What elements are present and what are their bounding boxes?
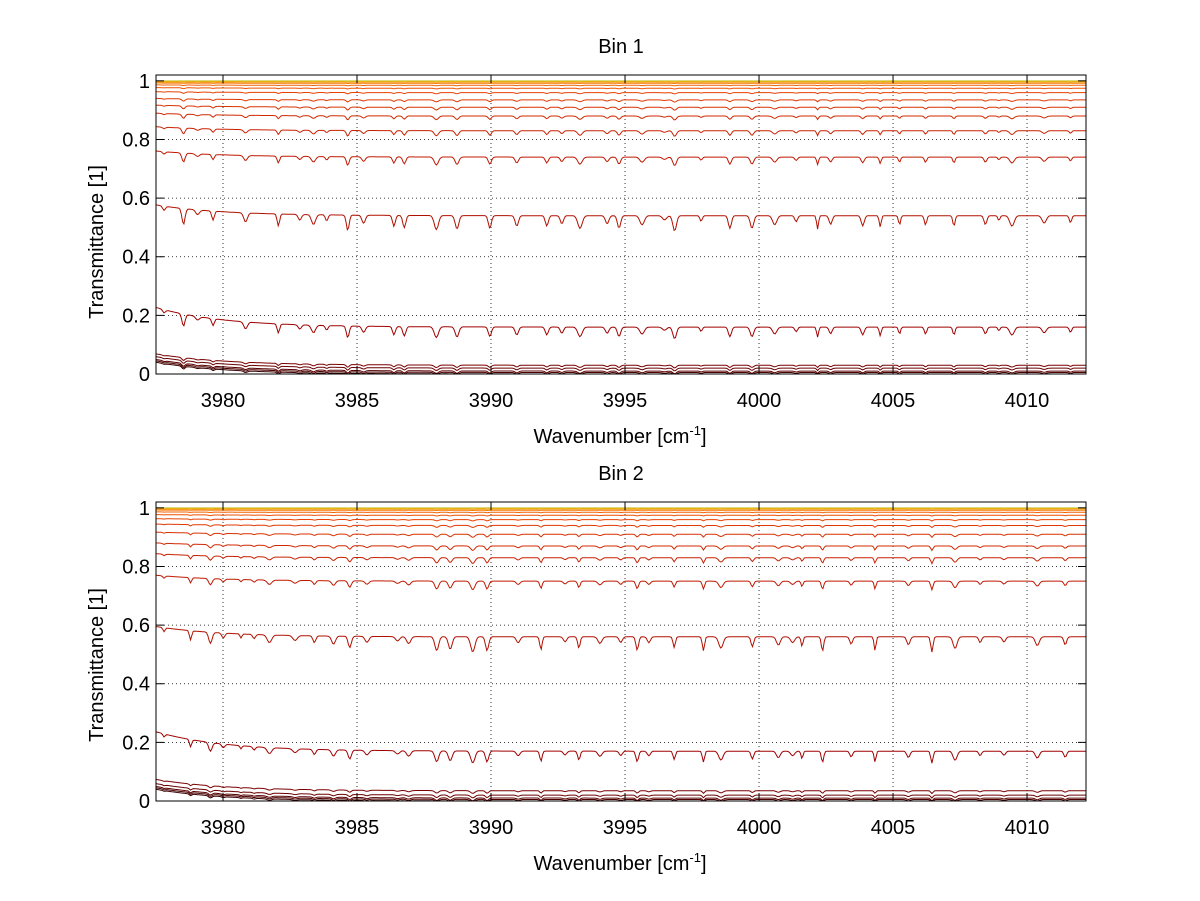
- y-tick-label: 0.2: [122, 305, 150, 327]
- y-tick-label: 0: [139, 791, 150, 813]
- x-tick-label: 3980: [201, 390, 246, 412]
- series-line: [156, 84, 1086, 87]
- x-tick-label: 3995: [603, 390, 648, 412]
- series-line: [156, 518, 1086, 522]
- chart-title: Bin 1: [598, 36, 644, 58]
- y-tick-label: 0.6: [122, 188, 150, 210]
- x-tick-label: 4005: [871, 817, 916, 839]
- y-axis-label: Transmittance [1]: [86, 588, 108, 742]
- series-line: [155, 783, 1086, 799]
- x-axis-label-superscript: -1: [689, 423, 701, 438]
- series-line: [155, 626, 1086, 653]
- series-line: [156, 514, 1086, 517]
- plot-area-frame: [155, 74, 1087, 375]
- tick-group: 3980 3985 3990 3995 4000 4005 4010 0 0.2 0.4 0.6 0.…: [122, 498, 1086, 839]
- x-axis-label: Wavenumber [cm-1]: [533, 850, 706, 875]
- y-tick-label: 0.4: [122, 674, 150, 696]
- chart-panel-bin-1: Bin 1 Transmittance [1] Wavenumber [cm-1…: [86, 36, 1087, 448]
- series-line: [155, 553, 1086, 565]
- series-line: [155, 523, 1086, 529]
- x-tick-label: 3990: [469, 817, 514, 839]
- x-tick-label: 3985: [335, 817, 380, 839]
- y-tick-label: 0: [139, 364, 150, 386]
- x-tick-label: 4000: [737, 390, 782, 412]
- series-line: [155, 204, 1086, 232]
- series-group: [155, 507, 1086, 802]
- x-tick-label: 3990: [469, 390, 514, 412]
- series-line: [155, 356, 1086, 372]
- y-axis-label: Transmittance [1]: [86, 165, 108, 319]
- series-line: [155, 531, 1086, 539]
- x-axis-label-main: Wavenumber [cm: [533, 426, 689, 448]
- x-tick-label: 4010: [1005, 390, 1050, 412]
- x-tick-label: 4010: [1005, 817, 1050, 839]
- x-axis-label: Wavenumber [cm-1]: [533, 423, 706, 448]
- series-line: [156, 91, 1086, 95]
- tick-group: 3980 3985 3990 3995 4000 4005 4010 0 0.2 0.4 0.6 0.…: [122, 71, 1086, 412]
- series-line: [156, 511, 1086, 514]
- series-line: [155, 104, 1086, 111]
- series-line: [156, 87, 1086, 90]
- y-tick-label: 0.2: [122, 732, 150, 754]
- x-tick-label: 4005: [871, 390, 916, 412]
- x-axis-label-main: Wavenumber [cm: [533, 853, 689, 875]
- series-line: [155, 112, 1086, 121]
- plot-area-frame: [155, 501, 1087, 802]
- series-line: [155, 574, 1086, 592]
- series-line: [155, 542, 1086, 552]
- x-axis-label-end: ]: [701, 426, 707, 448]
- y-tick-label: 0.6: [122, 615, 150, 637]
- grid: [156, 75, 1086, 375]
- series-line: [155, 126, 1086, 137]
- x-tick-label: 3980: [201, 817, 246, 839]
- series-line: [155, 150, 1086, 167]
- y-tick-label: 1: [139, 498, 150, 520]
- x-axis-label-end: ]: [701, 853, 707, 875]
- series-group: [155, 80, 1086, 375]
- y-tick-label: 0.4: [122, 247, 150, 269]
- y-tick-label: 1: [139, 71, 150, 93]
- x-tick-label: 3985: [335, 390, 380, 412]
- x-axis-label-superscript: -1: [689, 850, 701, 865]
- series-line: [155, 359, 1086, 375]
- chart-panel-bin-2: Bin 2 Transmittance [1] Wavenumber [cm-1…: [86, 463, 1087, 875]
- x-tick-label: 4000: [737, 817, 782, 839]
- series-line: [155, 731, 1086, 764]
- series-line: [156, 509, 1086, 512]
- series-line: [155, 786, 1086, 802]
- y-tick-label: 0.8: [122, 129, 150, 151]
- series-line: [155, 778, 1086, 795]
- series-line: [155, 353, 1086, 369]
- chart-title: Bin 2: [598, 463, 644, 485]
- x-tick-label: 3995: [603, 817, 648, 839]
- series-line: [156, 97, 1086, 103]
- series-line: [155, 306, 1086, 339]
- y-tick-label: 0.8: [122, 556, 150, 578]
- series-line: [156, 82, 1086, 85]
